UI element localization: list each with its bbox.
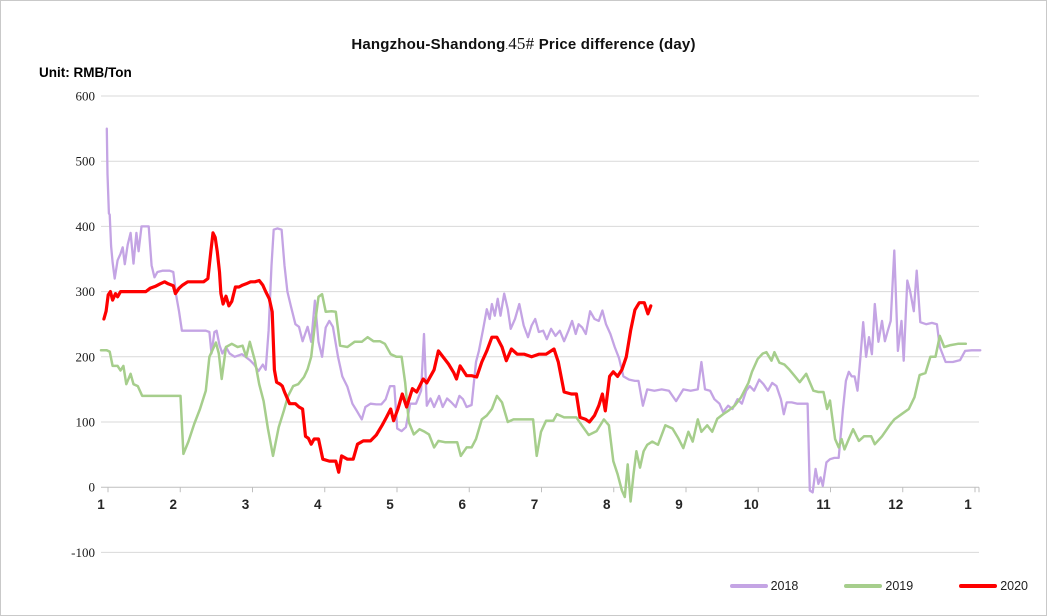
legend-label: 2020 bbox=[1000, 579, 1028, 593]
x-axis-label: 1 bbox=[964, 497, 972, 512]
legend-swatch-2019 bbox=[844, 584, 883, 588]
chart-title-separator: . bbox=[505, 41, 509, 51]
legend-swatch-2020 bbox=[959, 583, 998, 589]
chart-title-part3: Price difference (day) bbox=[534, 36, 696, 53]
y-axis-label: 0 bbox=[89, 480, 96, 495]
y-axis-label: 100 bbox=[76, 415, 96, 430]
x-axis-label: 8 bbox=[603, 497, 611, 512]
x-axis-label: 10 bbox=[744, 497, 759, 512]
x-axis-label: 7 bbox=[531, 497, 539, 512]
x-axis-label: 1 bbox=[97, 497, 105, 512]
x-axis-label: 2 bbox=[169, 497, 177, 512]
legend-item-2018[interactable]: 2018 bbox=[729, 579, 799, 593]
series-line-2018 bbox=[105, 127, 982, 494]
legend: 2018 2019 2020 bbox=[729, 579, 1028, 593]
unit-label: Unit: RMB/Ton bbox=[39, 65, 132, 80]
legend-item-2020[interactable]: 2020 bbox=[959, 579, 1028, 593]
x-axis-label: 12 bbox=[888, 497, 903, 512]
legend-swatch-2018 bbox=[729, 584, 768, 588]
x-axis-label: 4 bbox=[314, 497, 322, 512]
x-axis-label: 6 bbox=[458, 497, 466, 512]
x-axis-label: 9 bbox=[675, 497, 683, 512]
y-axis-label: 200 bbox=[76, 349, 96, 364]
y-axis-label: 300 bbox=[76, 284, 96, 299]
y-axis-label: 500 bbox=[76, 154, 96, 169]
legend-label: 2018 bbox=[770, 579, 799, 593]
chart-title-part1: Hangzhou-Shandong bbox=[351, 36, 506, 53]
x-axis-label: 3 bbox=[242, 497, 250, 512]
series-line-2020 bbox=[102, 231, 653, 474]
y-axis-label: 600 bbox=[76, 89, 96, 104]
legend-label: 2019 bbox=[885, 579, 914, 593]
x-axis-label: 11 bbox=[816, 497, 831, 512]
x-axis-label: 5 bbox=[386, 497, 394, 512]
y-axis-label: -100 bbox=[71, 545, 95, 560]
y-axis-label: 400 bbox=[76, 219, 96, 234]
chart-title-grade: 45# bbox=[508, 34, 535, 53]
chart-title: Hangzhou-Shandong.45# Price difference (… bbox=[1, 34, 1046, 54]
legend-item-2019[interactable]: 2019 bbox=[844, 579, 913, 593]
series-line-2019 bbox=[99, 292, 968, 503]
